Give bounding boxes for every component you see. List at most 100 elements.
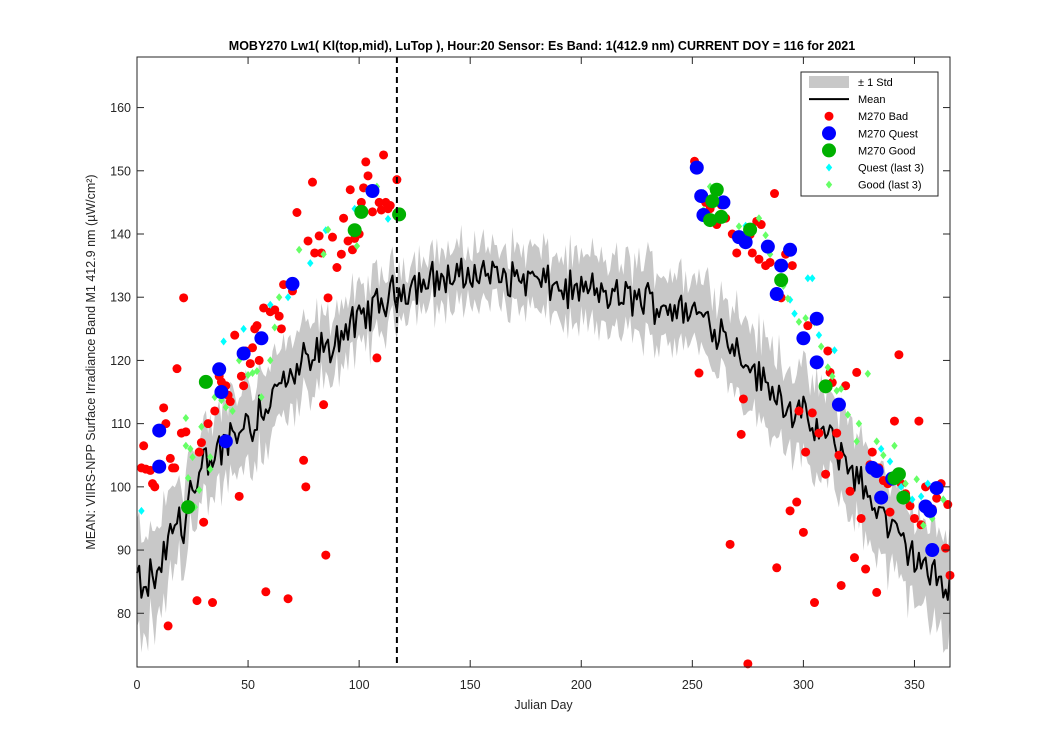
good-point <box>705 194 720 209</box>
legend-label: M270 Good <box>858 145 915 157</box>
bad-point <box>905 501 915 511</box>
bad-point <box>747 248 757 258</box>
good-last3-point <box>784 294 792 303</box>
quest-point <box>212 362 227 377</box>
bad-point <box>379 150 389 160</box>
good-last3-point <box>913 475 920 484</box>
bad-point <box>694 368 704 378</box>
bad-point <box>803 321 813 331</box>
y-axis-label: MEAN: VIIRS-NPP Surface Irradiance Band … <box>84 174 98 549</box>
legend-label: Mean <box>858 94 886 106</box>
quest-point <box>214 385 229 400</box>
bad-point <box>254 355 264 365</box>
quest-last3-point <box>815 331 823 340</box>
bad-point <box>889 416 899 426</box>
quest-point <box>925 543 940 558</box>
x-tick-label: 300 <box>793 678 814 692</box>
good-point <box>392 207 407 222</box>
bad-point <box>327 232 337 242</box>
good-last3-point <box>187 444 194 453</box>
bad-point <box>314 231 324 241</box>
bad-point <box>743 659 753 669</box>
good-last3-point <box>189 453 196 462</box>
quest-last3-point <box>220 337 227 346</box>
good-last3-point <box>275 293 283 302</box>
bad-point <box>374 197 384 207</box>
good-last3-point <box>182 441 190 450</box>
bad-point <box>885 507 895 517</box>
bad-point <box>738 394 748 404</box>
quest-last3-point <box>897 482 905 491</box>
good-last3-point <box>207 465 214 474</box>
bad-point <box>821 469 831 479</box>
quest-point <box>783 242 798 257</box>
good-last3-point <box>198 422 205 431</box>
good-point <box>774 273 789 288</box>
bad-point <box>336 249 346 259</box>
good-last3-point <box>195 486 203 495</box>
good-last3-point <box>207 453 214 462</box>
bad-point <box>765 257 775 267</box>
quest-point <box>365 184 380 199</box>
quest-point <box>285 276 300 291</box>
good-last3-point <box>258 393 265 402</box>
good-last3-point <box>902 479 909 488</box>
bad-point <box>787 261 797 271</box>
good-point <box>347 223 362 238</box>
legend-good3-swatch <box>825 180 833 189</box>
quest-last3-point <box>917 492 925 501</box>
bad-point <box>814 428 824 438</box>
bad-point <box>363 171 373 181</box>
bad-point <box>832 428 842 438</box>
legend-label: M270 Quest <box>858 128 918 140</box>
x-tick-label: 50 <box>241 678 255 692</box>
marker-layer <box>136 150 955 669</box>
quest-point <box>218 434 233 449</box>
good-point <box>714 209 729 224</box>
bad-point <box>754 254 764 264</box>
bad-point <box>367 207 377 217</box>
bad-point <box>150 482 160 492</box>
quest-point <box>694 189 709 204</box>
quest-point <box>831 397 846 412</box>
legend-label: M270 Bad <box>858 111 908 123</box>
quest-point <box>809 311 824 326</box>
good-point <box>818 379 833 394</box>
quest-last3-point <box>877 444 885 453</box>
legend-label: ± 1 Std <box>858 77 893 89</box>
x-tick-label: 100 <box>349 678 370 692</box>
bad-point <box>274 311 284 321</box>
axes-frame <box>136 56 951 668</box>
bad-point <box>261 587 271 597</box>
x-axis-label: Julian Day <box>514 698 573 712</box>
bad-point <box>867 447 877 457</box>
bad-point <box>810 598 819 608</box>
quest-point <box>809 355 824 370</box>
mean-line <box>136 257 951 601</box>
quest-point <box>769 287 784 302</box>
good-last3-point <box>320 250 327 259</box>
bad-point <box>234 491 244 501</box>
bad-point <box>356 197 366 207</box>
bad-point <box>347 245 357 255</box>
bad-point <box>372 353 382 363</box>
y-tick-label: 120 <box>110 354 131 368</box>
good-point <box>354 204 369 219</box>
bad-point <box>345 185 355 195</box>
bad-point <box>361 157 371 167</box>
good-last3-point <box>795 317 803 326</box>
quest-point <box>689 160 704 175</box>
quest-point <box>760 239 775 254</box>
bad-point <box>941 543 951 553</box>
quest-point <box>869 464 884 479</box>
bad-point <box>725 539 735 549</box>
bad-point <box>259 303 269 313</box>
quest-last3-point <box>924 479 931 488</box>
bad-point <box>798 527 808 537</box>
bad-point <box>909 513 919 523</box>
legend-label: Good (last 3) <box>858 180 922 192</box>
bad-point <box>894 350 904 360</box>
bad-point <box>823 346 833 356</box>
good-last3-point <box>267 356 274 365</box>
bad-point <box>139 441 149 451</box>
